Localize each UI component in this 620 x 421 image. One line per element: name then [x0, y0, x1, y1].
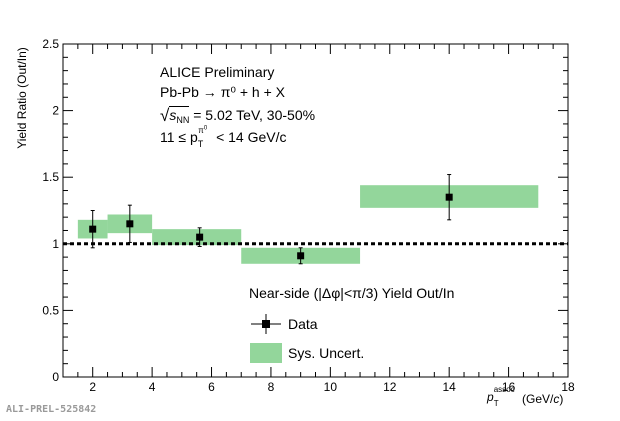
- legend-data-label: Data: [288, 316, 318, 332]
- data-point-4: [445, 193, 453, 201]
- y-axis-label: Yield Ratio (Out/In): [15, 47, 29, 149]
- legend-data-marker: [262, 320, 270, 328]
- y-tick-label-1: 0.5: [42, 303, 59, 317]
- x-tick-label-3: 8: [268, 380, 275, 394]
- data-point-2: [196, 233, 204, 241]
- x-tick-label-1: 4: [149, 380, 156, 394]
- legend: Near-side (|Δφ|<π/3) Yield Out/In Data S…: [249, 285, 454, 363]
- data-point-3: [297, 252, 305, 260]
- y-tick-label-2: 1: [52, 237, 59, 251]
- sqrt-s-nn: sNN: [169, 106, 190, 125]
- y-tick-label-4: 2: [52, 104, 59, 118]
- pt-range-prefix: 11 ≤ p: [160, 129, 198, 145]
- data-point-1: [126, 220, 134, 228]
- x-axis-label: pTassoc: [487, 385, 515, 408]
- y-tick-label-3: 1.5: [42, 170, 59, 184]
- x-tick-label-6: 14: [442, 380, 456, 394]
- watermark-label: ALI-PREL-525842: [6, 404, 97, 415]
- x-tick-label-5: 12: [383, 380, 397, 394]
- data-point-0: [89, 225, 97, 233]
- energy-centrality-label: √sNN = 5.02 TeV, 30-50%: [160, 106, 316, 125]
- legend-sys-label: Sys. Uncert.: [288, 345, 364, 361]
- collision-system-label: Pb-Pb → π⁰ + h + X: [160, 84, 285, 100]
- pt-range-suffix: < 14 GeV/c: [216, 129, 287, 145]
- y-tick-label-5: 2.5: [42, 37, 59, 51]
- x-tick-label-7: 16: [502, 380, 516, 394]
- energy-value: = 5.02 TeV, 30-50%: [193, 107, 316, 123]
- alice-preliminary-label: ALICE Preliminary: [160, 64, 275, 80]
- pt-range-label: 11 ≤ pTπ0 < 14 GeV/c: [160, 125, 287, 149]
- x-tick-label-0: 2: [89, 380, 96, 394]
- x-tick-label-8: 18: [561, 380, 575, 394]
- legend-header: Near-side (|Δφ|<π/3) Yield Out/In: [249, 285, 454, 301]
- sqrt-icon: √: [160, 106, 170, 125]
- x-tick-label-2: 6: [208, 380, 215, 394]
- axes: 0 0.5 1 1.5 2 2.5 2 4 6 8 10 12 14 16 18: [42, 37, 575, 394]
- x-axis-label-unit: (GeV/c): [522, 392, 563, 406]
- y-tick-label-0: 0: [52, 370, 59, 384]
- x-tick-label-4: 10: [324, 380, 338, 394]
- sys-uncert-bands: [77, 185, 539, 264]
- legend-sys-swatch: [250, 343, 282, 363]
- data-points: [89, 174, 453, 265]
